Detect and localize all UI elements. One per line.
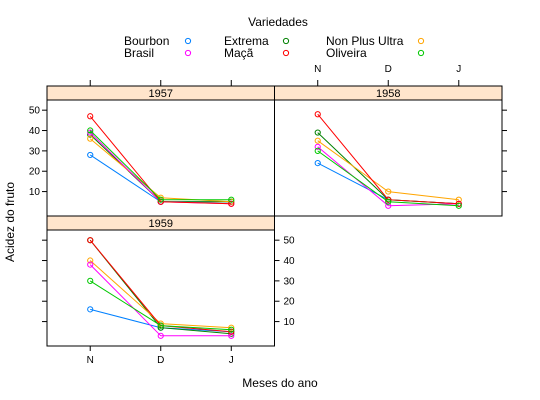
y-tick-label: 50 [284,236,296,247]
data-point-oliveira-D [385,198,392,205]
series-line-extrema [89,134,232,203]
data-point-oliveira-D [157,322,164,329]
y-tick-label: 30 [284,276,296,287]
series-line-non-plus-ultra [89,260,232,329]
y-tick-label: 20 [284,297,296,308]
data-point-oliveira-J [228,326,235,333]
data-point-oliveira-N [314,147,321,154]
legend-label-brasil: Brasil [124,46,154,60]
data-point-non-plus-ultra-N [314,137,321,144]
x-tick-label: D [385,64,392,75]
data-point-oliveira-N [87,277,94,284]
y-tick-label: 20 [29,167,41,178]
data-point-maca-N [87,237,94,244]
data-point-bourbon-N [314,159,321,167]
y-tick-label: 40 [284,256,296,267]
series-line-extrema [317,132,459,205]
y-tick-label: 10 [284,317,296,328]
panel-frame [274,99,503,217]
series-line-oliveira [89,130,232,201]
y-tick-label: 50 [29,106,41,117]
y-axis-label: Acidez do fruto [3,182,17,262]
panel-frame [46,99,275,217]
series-line-non-plus-ultra [89,138,232,203]
data-point-oliveira-N [87,127,94,134]
x-tick-label: J [229,355,234,366]
data-point-maca-J [455,200,462,207]
x-tick-label: J [456,64,461,75]
y-tick-label: 10 [29,187,41,198]
legend-symbol-brasil [184,49,192,57]
series-line-brasil [89,264,232,337]
series-line-maca [317,113,459,205]
panel-title: 1958 [376,88,400,100]
y-tick-label: 40 [29,126,41,137]
data-point-non-plus-ultra-J [228,198,235,205]
legend-label-non-plus-ultra: Non Plus Ultra [326,34,404,48]
legend-label-bourbon: Bourbon [124,34,169,48]
data-point-bourbon-N [87,151,94,159]
panel-1959: 1959 10 20 30 40 50 N D J [42,215,296,366]
legend-symbol-extrema [282,37,290,45]
x-tick-label: N [314,64,321,75]
data-point-maca-J [228,200,235,207]
panel-title: 1957 [149,88,173,100]
data-point-oliveira-J [228,196,235,203]
data-point-brasil-D [385,202,392,209]
data-point-brasil-D [157,332,164,339]
legend-label-extrema: Extrema [224,34,269,48]
x-tick-label: D [157,355,164,366]
legend-symbol-bourbon [184,37,192,45]
panels: 1957 10 20 30 40 50 1958 N D J 1959 10 20 30 40 50 N D J [29,64,507,366]
legend-label-maca: Maçã [224,46,254,60]
data-point-non-plus-ultra-N [87,257,94,264]
data-point-extrema-N [314,129,321,136]
data-point-oliveira-J [455,202,462,209]
x-tick-label: N [87,355,94,366]
series-line-oliveira [317,150,459,207]
data-point-oliveira-D [157,196,164,203]
legend-symbol-non-plus-ultra [417,37,425,45]
data-point-non-plus-ultra-J [455,196,462,203]
legend-title: Variedades [248,15,308,29]
data-point-extrema-J [228,330,235,337]
data-point-non-plus-ultra-J [228,324,235,331]
panel-title: 1959 [149,218,173,230]
panel-1958: 1958 N D J [274,64,507,217]
series-line-oliveira [89,280,232,331]
data-point-bourbon-N [87,306,94,313]
series-line-extrema [89,239,232,335]
data-point-maca-J [228,328,235,335]
series-line-non-plus-ultra [317,140,459,201]
data-point-brasil-J [228,332,235,339]
data-point-non-plus-ultra-D [385,188,392,195]
data-point-brasil-N [314,143,321,150]
x-axis-label: Meses do ano [242,376,318,390]
data-point-non-plus-ultra-N [87,135,94,142]
data-point-brasil-N [87,261,94,268]
legend-label-oliveira: Oliveira [326,46,367,60]
data-point-maca-N [314,111,321,118]
legend-symbol-oliveira [417,49,425,57]
series-line-brasil [89,132,232,205]
y-tick-label: 30 [29,146,41,157]
legend-symbol-maca [282,49,290,57]
series-line-maca [89,115,232,205]
data-point-maca-N [87,113,94,120]
panel-1957: 1957 10 20 30 40 50 [29,80,275,217]
legend: Variedades Bourbon Extrema Non Plus Ultra B… [124,15,425,60]
